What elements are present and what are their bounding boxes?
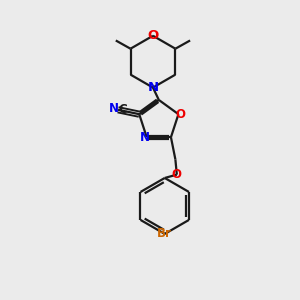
Text: Br: Br — [157, 227, 172, 240]
Text: O: O — [172, 168, 182, 181]
Text: N: N — [147, 81, 158, 94]
Text: N: N — [109, 102, 119, 115]
Text: O: O — [147, 29, 159, 42]
Text: N: N — [140, 131, 150, 144]
Text: O: O — [175, 108, 185, 121]
Text: C: C — [118, 103, 127, 116]
